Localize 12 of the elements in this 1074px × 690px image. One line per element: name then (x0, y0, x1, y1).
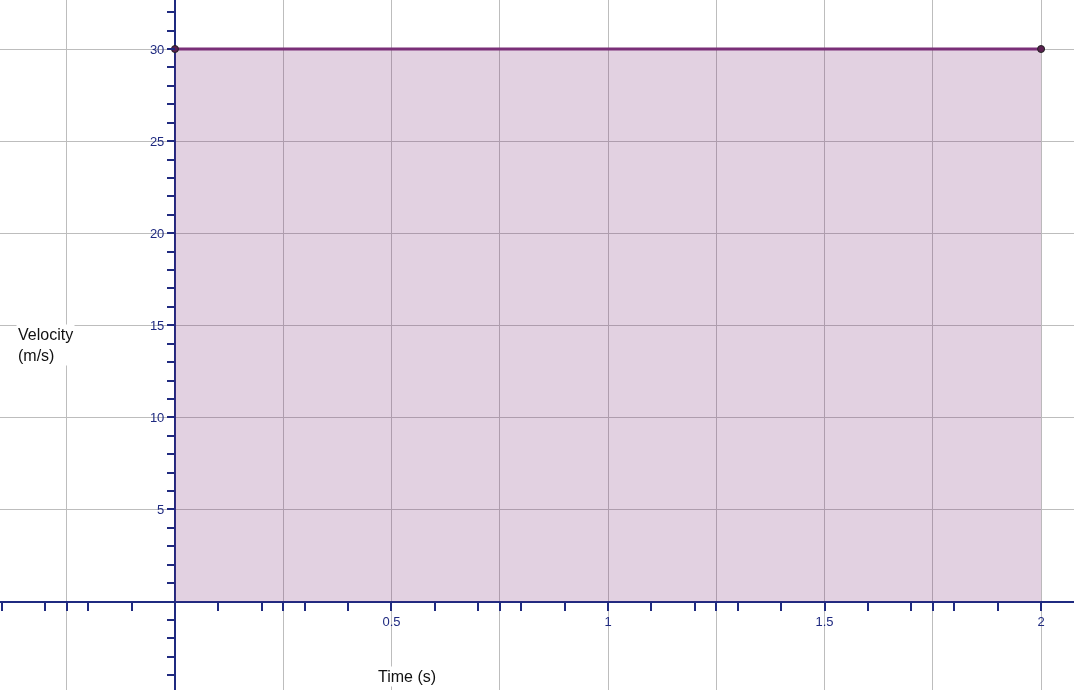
y-tick-label: 5 (157, 502, 165, 518)
y-tick-label: 10 (149, 409, 165, 425)
x-tick-label: 2 (1037, 614, 1045, 630)
y-tick-label: 25 (149, 133, 165, 149)
x-tick-label: 1.5 (815, 614, 834, 630)
y-tick-label: 15 (149, 317, 165, 333)
x-tick-label: 0.5 (382, 614, 401, 630)
x-axis-title: Time (s) (378, 668, 437, 685)
y-tick-label: 20 (149, 225, 165, 241)
x-tick-label: 1 (604, 614, 612, 630)
y-axis-title: Velocity (m/s) (18, 326, 74, 364)
y-tick-label: 30 (149, 41, 165, 57)
